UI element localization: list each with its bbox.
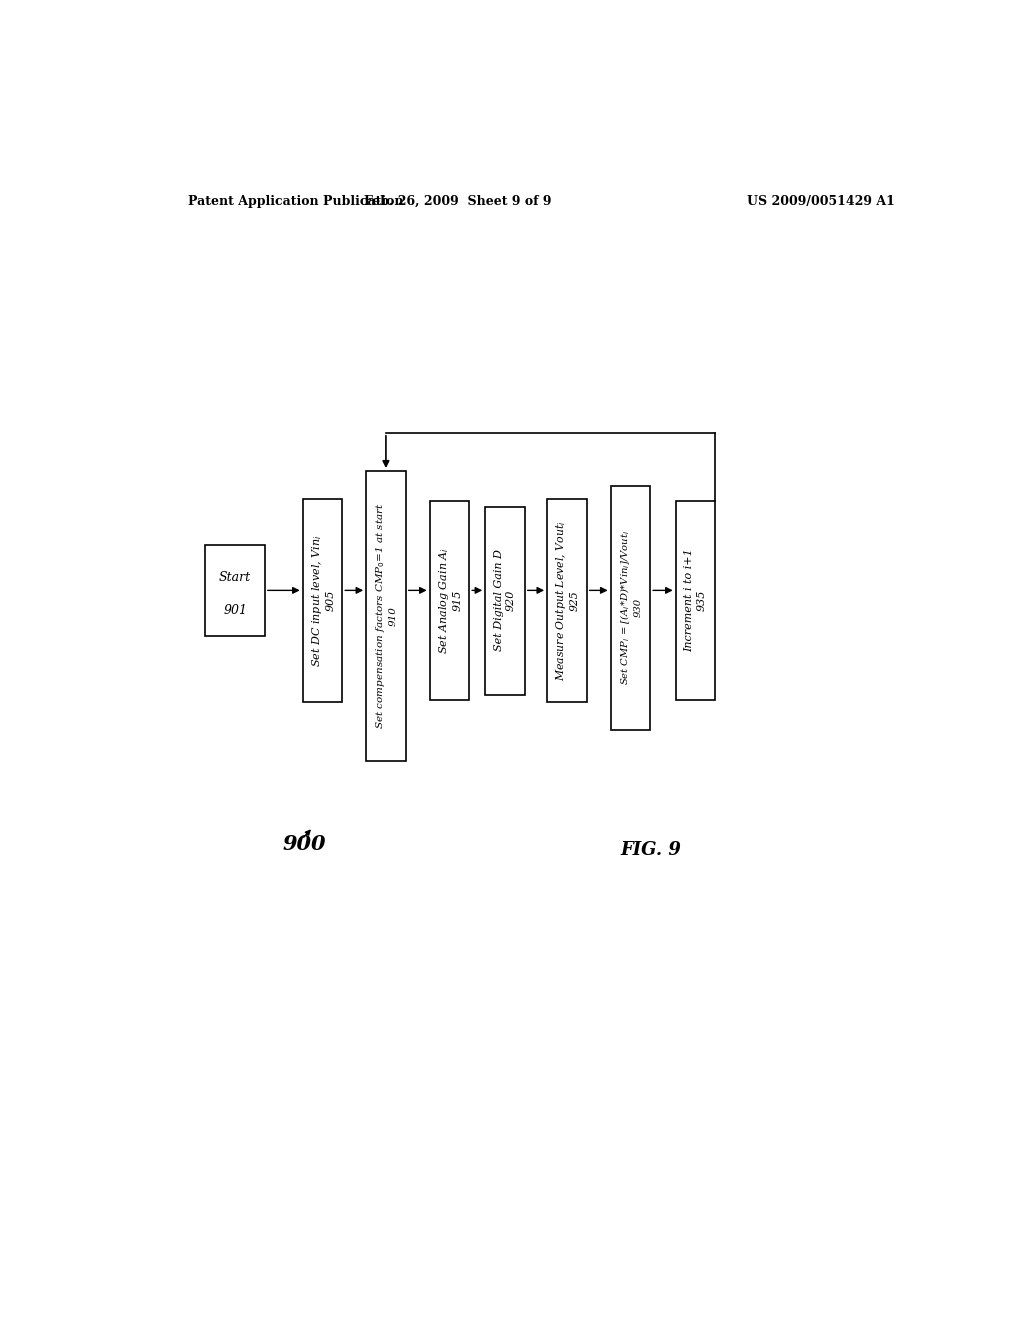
Text: 901: 901 (223, 605, 247, 618)
Text: 900: 900 (283, 833, 327, 854)
Text: Increment i to i+1
935: Increment i to i+1 935 (685, 549, 707, 652)
FancyBboxPatch shape (430, 502, 469, 700)
Text: Set DC input level, Vin$_i$
905: Set DC input level, Vin$_i$ 905 (309, 535, 335, 667)
Text: Set Digital Gain D
920: Set Digital Gain D 920 (495, 549, 516, 652)
Text: Set Analog Gain A$_i$
915: Set Analog Gain A$_i$ 915 (436, 546, 462, 653)
FancyBboxPatch shape (367, 471, 406, 760)
Text: Patent Application Publication: Patent Application Publication (187, 194, 403, 207)
FancyBboxPatch shape (547, 499, 587, 702)
Text: Set CMP$_i$ = [(A$_i$*D)*Vin$_i$]/Vout$_i$
930: Set CMP$_i$ = [(A$_i$*D)*Vin$_i$]/Vout$_… (618, 531, 642, 685)
FancyBboxPatch shape (303, 499, 342, 702)
FancyBboxPatch shape (206, 545, 265, 636)
Text: Measure Output Level, Vout$_i$
925: Measure Output Level, Vout$_i$ 925 (554, 520, 580, 681)
Text: Set compensation factors CMP$_0$=1 at start
910: Set compensation factors CMP$_0$=1 at st… (374, 503, 397, 729)
FancyBboxPatch shape (485, 507, 524, 694)
FancyBboxPatch shape (676, 502, 715, 700)
FancyBboxPatch shape (610, 486, 650, 730)
Text: FIG. 9: FIG. 9 (620, 841, 681, 858)
Text: US 2009/0051429 A1: US 2009/0051429 A1 (748, 194, 895, 207)
Text: Feb. 26, 2009  Sheet 9 of 9: Feb. 26, 2009 Sheet 9 of 9 (364, 194, 551, 207)
Text: Start: Start (219, 570, 251, 583)
